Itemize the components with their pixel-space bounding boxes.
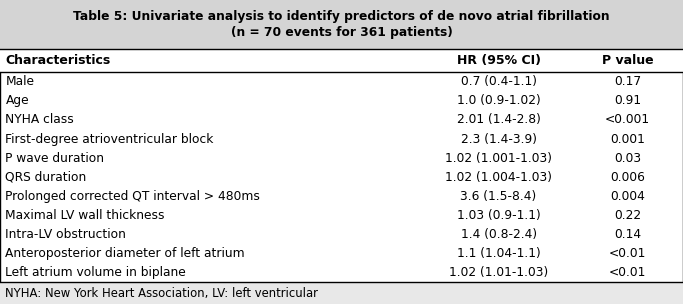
Text: Anteroposterior diameter of left atrium: Anteroposterior diameter of left atrium <box>5 247 245 260</box>
Text: 0.7 (0.4-1.1): 0.7 (0.4-1.1) <box>460 75 537 88</box>
Text: 1.0 (0.9-1.02): 1.0 (0.9-1.02) <box>457 94 540 107</box>
Text: 0.006: 0.006 <box>610 171 645 184</box>
Text: 2.01 (1.4-2.8): 2.01 (1.4-2.8) <box>457 113 540 126</box>
Text: HR (95% CI): HR (95% CI) <box>457 54 540 67</box>
Text: Table 5: Univariate analysis to identify predictors of de novo atrial fibrillati: Table 5: Univariate analysis to identify… <box>73 10 610 23</box>
Text: <0.001: <0.001 <box>605 113 650 126</box>
Text: Male: Male <box>5 75 34 88</box>
Text: Intra-LV obstruction: Intra-LV obstruction <box>5 228 126 241</box>
Text: Maximal LV wall thickness: Maximal LV wall thickness <box>5 209 165 222</box>
Text: P wave duration: P wave duration <box>5 152 104 164</box>
Text: NYHA: New York Heart Association, LV: left ventricular: NYHA: New York Heart Association, LV: le… <box>5 287 318 299</box>
Text: 1.02 (1.004-1.03): 1.02 (1.004-1.03) <box>445 171 552 184</box>
Text: Left atrium volume in biplane: Left atrium volume in biplane <box>5 266 186 279</box>
Text: Characteristics: Characteristics <box>5 54 111 67</box>
Text: (n = 70 events for 361 patients): (n = 70 events for 361 patients) <box>231 26 452 40</box>
Text: 0.14: 0.14 <box>614 228 641 241</box>
Text: 0.17: 0.17 <box>614 75 641 88</box>
Text: 0.001: 0.001 <box>610 133 645 146</box>
Bar <box>0 282 683 304</box>
Text: 0.004: 0.004 <box>610 190 645 203</box>
Text: 1.02 (1.001-1.03): 1.02 (1.001-1.03) <box>445 152 552 164</box>
Text: 1.4 (0.8-2.4): 1.4 (0.8-2.4) <box>460 228 537 241</box>
Text: 1.02 (1.01-1.03): 1.02 (1.01-1.03) <box>449 266 548 279</box>
Text: 1.1 (1.04-1.1): 1.1 (1.04-1.1) <box>457 247 540 260</box>
Text: 3.6 (1.5-8.4): 3.6 (1.5-8.4) <box>460 190 537 203</box>
Text: 1.03 (0.9-1.1): 1.03 (0.9-1.1) <box>457 209 540 222</box>
Text: 0.03: 0.03 <box>614 152 641 164</box>
Text: First-degree atrioventricular block: First-degree atrioventricular block <box>5 133 214 146</box>
Text: Age: Age <box>5 94 29 107</box>
Text: NYHA class: NYHA class <box>5 113 74 126</box>
Text: 0.91: 0.91 <box>614 94 641 107</box>
Text: Prolonged corrected QT interval > 480ms: Prolonged corrected QT interval > 480ms <box>5 190 260 203</box>
Bar <box>0 0 683 49</box>
Bar <box>0 49 683 72</box>
Text: 0.22: 0.22 <box>614 209 641 222</box>
Text: P value: P value <box>602 54 654 67</box>
Text: QRS duration: QRS duration <box>5 171 87 184</box>
Text: 2.3 (1.4-3.9): 2.3 (1.4-3.9) <box>460 133 537 146</box>
Text: <0.01: <0.01 <box>609 247 646 260</box>
Text: <0.01: <0.01 <box>609 266 646 279</box>
